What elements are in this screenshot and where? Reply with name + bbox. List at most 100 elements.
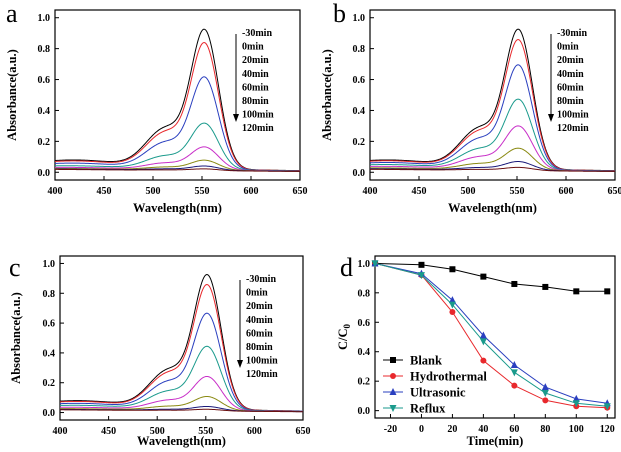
x-tick-label: 500 <box>461 186 476 197</box>
y-tick-label: 0.8 <box>358 288 371 299</box>
legend-entry-60min: 60min <box>242 82 269 93</box>
legend-entry-100min: 100min <box>557 110 589 121</box>
spectrum-line-120min <box>54 168 301 172</box>
y-axis-label: Absorbance(a.u.) <box>320 49 334 141</box>
plot-frame <box>59 255 304 421</box>
legend-label-Ultrasonic: Ultrasonic <box>410 386 466 400</box>
legend-entry-80min: 80min <box>557 96 584 107</box>
spectrum-line-60min <box>55 146 301 172</box>
data-point-Ultrasonic <box>510 360 518 368</box>
x-tick-label: 600 <box>244 186 259 197</box>
x-tick-label: 650 <box>293 186 308 197</box>
x-tick-label: 550 <box>195 186 210 197</box>
data-point-Blank <box>604 288 611 295</box>
legend-label-Blank: Blank <box>410 354 442 368</box>
series-line-Ultrasonic <box>374 262 608 404</box>
data-point-Reflux <box>417 272 425 280</box>
panel-letter: b <box>333 0 346 28</box>
panel-letter: c <box>9 253 21 282</box>
y-tick-label: 0.2 <box>353 137 366 148</box>
legend-marker-Hydrothermal <box>390 373 396 379</box>
y-tick-label: 0.8 <box>353 44 366 55</box>
x-axis-label: Wavelength(nm) <box>133 201 222 215</box>
x-tick-label: 0 <box>419 424 424 435</box>
series-line-Blank <box>374 262 608 292</box>
plot-frame <box>369 9 616 181</box>
legend-entry-0min: 0min <box>557 42 579 53</box>
x-tick-label: 20 <box>447 424 457 435</box>
x-tick-label: 450 <box>412 186 427 197</box>
legend-entry-20min: 20min <box>246 301 273 312</box>
x-tick-label: -20 <box>384 424 397 435</box>
y-tick-label: 0.0 <box>43 408 56 419</box>
data-point-Reflux <box>510 369 518 377</box>
data-point-Reflux <box>603 403 611 411</box>
x-axis-label: Time(min) <box>467 434 524 448</box>
data-point-Reflux <box>448 301 456 309</box>
x-tick-label: 400 <box>53 426 68 437</box>
data-point-Hydrothermal <box>449 308 456 315</box>
legend-entry-60min: 60min <box>557 82 584 93</box>
legend-entry-80min: 80min <box>246 342 273 353</box>
data-point-Blank <box>449 266 456 273</box>
y-axis-label: C/C0 <box>336 323 352 350</box>
data-point-Blank <box>511 280 518 287</box>
data-point-Hydrothermal <box>511 382 518 389</box>
x-tick-label: 400 <box>363 186 378 197</box>
y-tick-label: 0.6 <box>43 319 56 330</box>
legend-entry-20min: 20min <box>242 55 269 66</box>
x-axis-label: Wavelength(nm) <box>137 434 226 448</box>
y-tick-label: 0.2 <box>38 137 51 148</box>
y-tick-label: 0.6 <box>38 75 51 86</box>
y-tick-label: 0.0 <box>38 168 51 179</box>
legend-marker-Blank <box>390 357 396 363</box>
x-tick-label: 80 <box>540 424 550 435</box>
x-tick-label: 60 <box>509 424 519 435</box>
legend-arrow-head <box>237 360 243 368</box>
data-point-Ultrasonic <box>448 296 456 304</box>
legend-entry--30min: -30min <box>242 28 272 39</box>
legend-arrow-head <box>233 114 239 122</box>
legend-entry-20min: 20min <box>557 55 584 66</box>
legend-entry-120min: 120min <box>557 123 589 134</box>
panel-a: 400 450 500 550 600 650 0.0 0.2 0.4 0.6 0.8 1.0 -30m… <box>5 0 308 215</box>
y-tick-label: 0.6 <box>353 75 366 86</box>
panel-letter: a <box>6 0 18 28</box>
x-tick-label: 550 <box>510 186 525 197</box>
plot-frame <box>54 9 301 181</box>
y-axis-label: Absorbance(a.u.) <box>5 49 19 141</box>
data-point-Blank <box>542 283 549 290</box>
y-tick-label: 0.2 <box>43 378 56 389</box>
series-line-Hydrothermal <box>374 262 608 409</box>
x-tick-label: 600 <box>247 426 262 437</box>
panel-b: 400 450 500 550 600 650 0.0 0.2 0.4 0.6 0.8 1.0 -30m… <box>320 0 621 215</box>
x-tick-label: 650 <box>608 186 621 197</box>
panel-d: -20 0 20 40 60 80 100 120 0.0 0.2 0.4 0.6 0.8 1.0 Blan… <box>336 253 616 448</box>
x-tick-label: 400 <box>48 186 63 197</box>
y-tick-label: 0.0 <box>358 406 371 417</box>
y-tick-label: 0.8 <box>38 44 51 55</box>
panel-letter: d <box>340 253 353 282</box>
legend-marker-Reflux <box>389 405 397 412</box>
y-tick-label: 0.2 <box>358 377 371 388</box>
legend-entry--30min: -30min <box>246 274 276 285</box>
plot-frame <box>374 255 616 419</box>
y-tick-label: 0.4 <box>353 106 366 117</box>
y-tick-label: 0.8 <box>43 289 56 300</box>
data-point-Reflux <box>572 400 580 408</box>
y-tick-label: 0.4 <box>43 348 56 359</box>
x-tick-label: 500 <box>146 186 161 197</box>
legend-label-Hydrothermal: Hydrothermal <box>410 370 487 384</box>
data-point-Reflux <box>479 338 487 346</box>
y-tick-label: 1.0 <box>353 13 366 24</box>
legend-entry-0min: 0min <box>246 288 268 299</box>
y-axis-label: Absorbance(a.u.) <box>9 292 23 384</box>
x-tick-label: 100 <box>569 424 584 435</box>
legend-entry-0min: 0min <box>242 42 264 53</box>
spectrum-line-80min <box>370 147 616 172</box>
data-point-Blank <box>573 288 580 295</box>
data-point-Ultrasonic <box>541 383 549 391</box>
x-tick-label: 120 <box>600 424 615 435</box>
spectrum-line-120min <box>369 166 616 172</box>
